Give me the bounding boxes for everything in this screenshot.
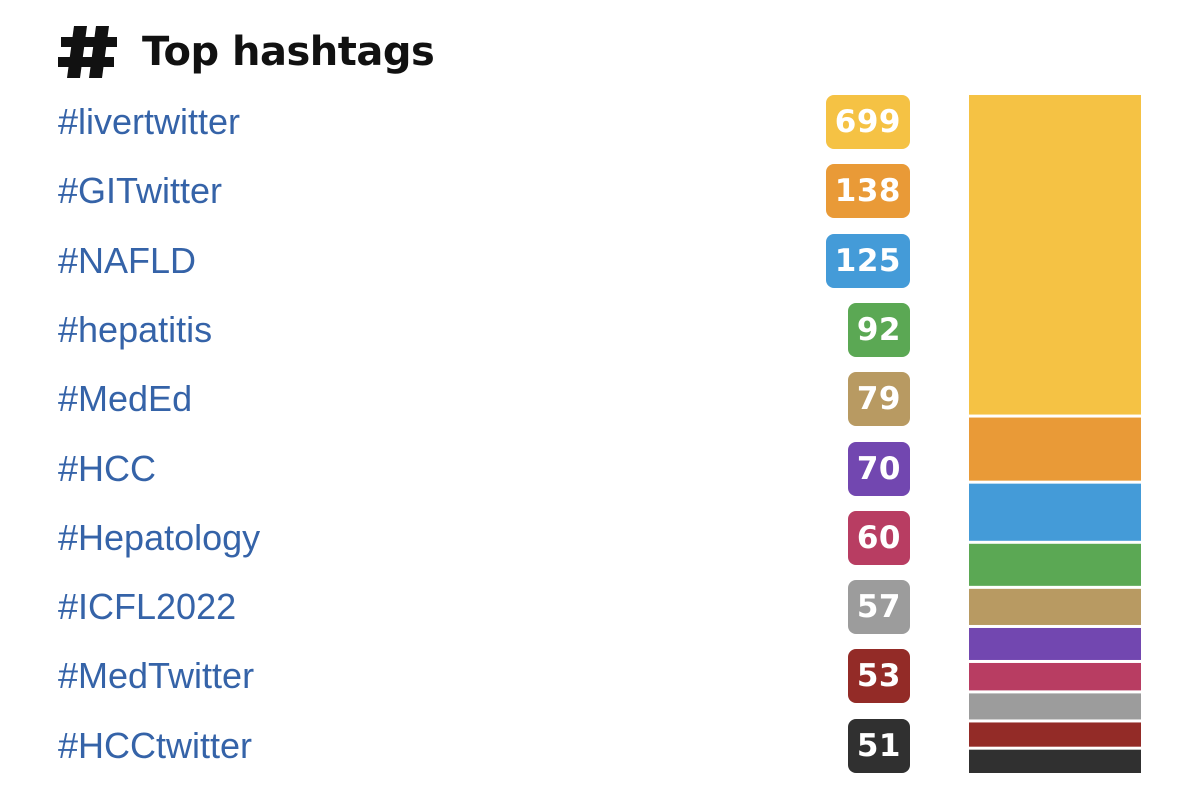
count-badge: 57 [847, 580, 910, 635]
hashtag-link[interactable]: #NAFLD [58, 239, 197, 281]
hashtag-row: #NAFLD 125 [58, 233, 912, 288]
count-badge: 699 [825, 95, 910, 149]
hashtag-row: #Hepatology 60 [58, 510, 912, 565]
bar-segment [969, 543, 1141, 586]
bar-segment [969, 588, 1141, 625]
bar-segment [969, 627, 1141, 660]
count-badge: 138 [825, 164, 910, 219]
hashtag-link[interactable]: #MedEd [58, 378, 193, 420]
bar-segment [969, 417, 1141, 481]
count-badge: 60 [847, 510, 910, 565]
stacked-bar [969, 95, 1141, 773]
count-badge: 53 [847, 649, 910, 704]
hashtag-list: #livertwitter 699 #GITwitter 138 #NAFLD 125 #h… [58, 95, 912, 773]
chart-header: Top hashtags [58, 22, 435, 82]
hashtag-row: #MedTwitter 53 [58, 649, 912, 704]
hashtag-row: #MedEd 79 [58, 372, 912, 427]
count-badge: 92 [847, 302, 910, 357]
hashtag-link[interactable]: #ICFL2022 [58, 586, 237, 628]
hash-icon [58, 26, 117, 78]
bar-segment [969, 693, 1141, 720]
hashtag-row: #HCC 70 [58, 441, 912, 496]
bar-segment [969, 95, 1141, 415]
hashtag-link[interactable]: #GITwitter [58, 170, 223, 212]
count-badge: 79 [847, 372, 910, 427]
count-badge: 70 [847, 441, 910, 496]
bar-segment [969, 722, 1141, 747]
hashtag-link[interactable]: #livertwitter [58, 101, 241, 142]
hashtag-link[interactable]: #HCC [58, 447, 157, 489]
bar-segment [969, 662, 1141, 691]
hashtag-row: #hepatitis 92 [58, 302, 912, 357]
hashtag-link[interactable]: #Hepatology [58, 516, 261, 558]
count-badge: 125 [825, 233, 910, 288]
chart-title: Top hashtags [142, 29, 435, 75]
hashtag-link[interactable]: #hepatitis [58, 308, 213, 350]
hashtag-row: #livertwitter 699 [58, 95, 912, 149]
hashtag-row: #ICFL2022 57 [58, 580, 912, 635]
hashtag-row: #GITwitter 138 [58, 164, 912, 219]
bar-segment [969, 483, 1141, 541]
count-badge: 51 [847, 718, 910, 773]
hashtag-row: #HCCtwitter 51 [58, 718, 912, 773]
bar-segment [969, 749, 1141, 773]
hashtag-link[interactable]: #HCCtwitter [58, 724, 253, 766]
hashtag-link[interactable]: #MedTwitter [58, 655, 255, 697]
